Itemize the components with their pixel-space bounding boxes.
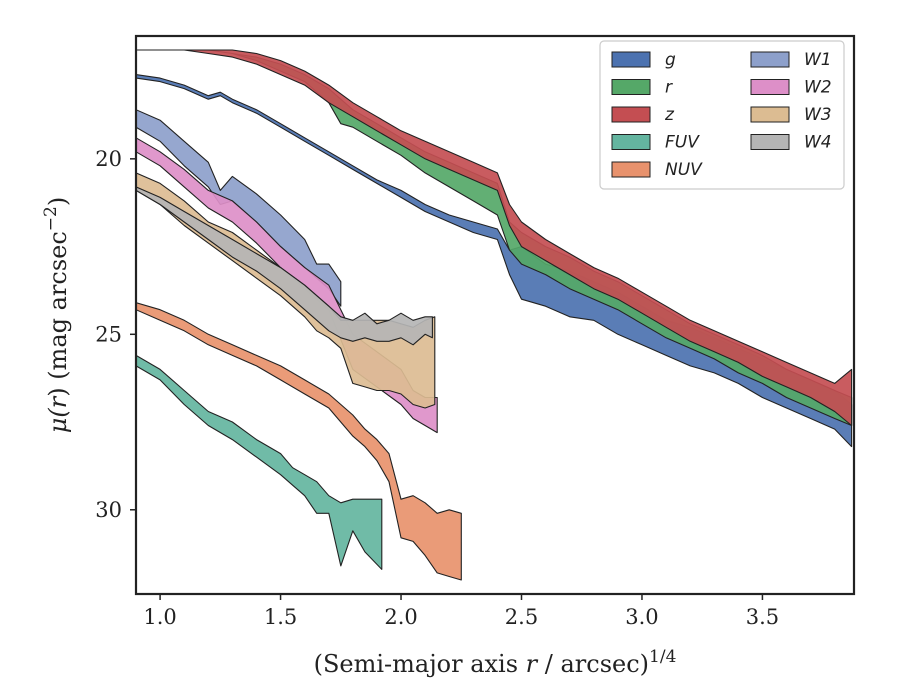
series-band-nuv bbox=[136, 302, 462, 581]
legend-swatch bbox=[750, 134, 790, 150]
legend-label: W3 bbox=[804, 105, 832, 125]
legend-swatch bbox=[750, 51, 790, 68]
legend-swatch bbox=[611, 134, 651, 150]
series-band-g bbox=[136, 74, 853, 448]
y-axis: 20 25 30 bbox=[95, 147, 136, 522]
x-tick-label: 3.0 bbox=[625, 605, 658, 629]
x-tick-label: 2.5 bbox=[505, 605, 538, 629]
legend-label: FUV bbox=[665, 133, 700, 153]
y-tick-label: 20 bbox=[95, 147, 122, 171]
series-layer bbox=[136, 49, 853, 581]
x-axis: 1.0 1.5 2.0 2.5 3.0 3.5 bbox=[143, 594, 779, 629]
y-tick-label: 25 bbox=[95, 322, 122, 346]
legend-item-w2: W2 bbox=[750, 78, 832, 98]
legend-item-g: g bbox=[611, 50, 676, 70]
legend-label: W2 bbox=[804, 78, 832, 98]
legend-label: r bbox=[665, 78, 673, 98]
x-tick-label: 3.5 bbox=[746, 605, 779, 629]
legend: grz FUV NUV W1 W2 W3 W4 bbox=[599, 40, 845, 190]
legend-item-r: r bbox=[611, 78, 673, 98]
legend-swatch bbox=[750, 79, 790, 95]
series-band-fuv bbox=[136, 354, 383, 570]
series-band-w1 bbox=[136, 109, 342, 307]
legend-swatch bbox=[611, 79, 651, 95]
x-tick-label: 1.5 bbox=[264, 605, 297, 629]
x-tick-label: 1.0 bbox=[143, 605, 176, 629]
legend-swatch bbox=[611, 51, 651, 68]
plot-frame bbox=[134, 34, 856, 596]
series-band-w4 bbox=[136, 186, 433, 346]
legend-swatch bbox=[750, 106, 790, 123]
legend-label: z bbox=[664, 105, 675, 125]
y-tick-label: 30 bbox=[95, 498, 122, 522]
legend-item-w3: W3 bbox=[750, 105, 832, 125]
legend-swatch bbox=[611, 161, 651, 178]
legend-label: NUV bbox=[665, 160, 703, 180]
y-axis-label: μ(r) (mag arcsec−2) bbox=[41, 197, 72, 434]
legend-swatch bbox=[611, 106, 651, 123]
legend-label: W1 bbox=[804, 50, 832, 70]
x-axis-label: (Semi-major axis r / arcsec)1/4 bbox=[314, 647, 677, 678]
legend-item-z: z bbox=[611, 105, 675, 125]
legend-item-nuv: NUV bbox=[611, 160, 703, 180]
legend-item-w1: W1 bbox=[750, 50, 832, 70]
legend-item-w4: W4 bbox=[750, 133, 832, 153]
legend-box bbox=[599, 40, 845, 190]
x-tick-label: 2.0 bbox=[384, 605, 417, 629]
series-band-z bbox=[136, 49, 853, 427]
legend-label: g bbox=[665, 50, 676, 70]
legend-item-fuv: FUV bbox=[611, 133, 700, 153]
legend-label: W4 bbox=[804, 133, 832, 153]
